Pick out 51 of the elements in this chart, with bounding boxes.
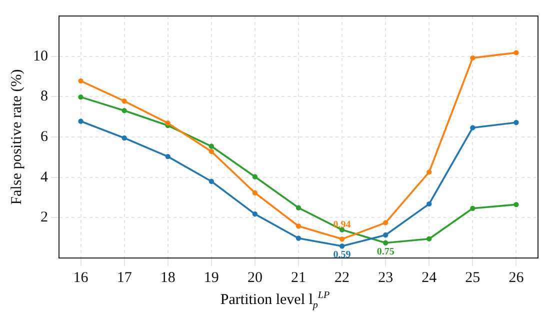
point: [514, 50, 519, 56]
x-tick-label: 18: [160, 270, 176, 286]
point: [426, 236, 432, 242]
x-tick-label: 17: [116, 270, 132, 286]
point: [514, 120, 519, 126]
annotation: 0.94: [333, 220, 351, 231]
point: [470, 206, 476, 211]
point: [78, 118, 84, 124]
y-tick-label: 8: [40, 88, 48, 105]
point: [208, 148, 214, 154]
point: [426, 169, 432, 175]
point: [339, 244, 345, 249]
point: [122, 98, 127, 104]
y-tick-label: 4: [40, 169, 48, 186]
point: [252, 211, 258, 217]
annotation: 0.59: [333, 250, 351, 261]
point: [296, 205, 302, 210]
point: [470, 125, 476, 130]
y-tick-label: 2: [40, 210, 48, 226]
x-tick-label: 20: [247, 270, 262, 286]
point: [78, 78, 84, 84]
point: [165, 154, 170, 160]
point: [78, 94, 84, 100]
x-tick-label: 26: [508, 270, 524, 286]
point: [122, 135, 127, 141]
point: [514, 202, 519, 208]
point: [296, 224, 302, 229]
point: [382, 240, 388, 246]
x-tick-label: 21: [291, 270, 306, 286]
point: [122, 108, 127, 114]
x-tick-label: 23: [378, 270, 394, 286]
x-tick-label: 16: [73, 270, 89, 286]
point: [252, 190, 258, 196]
point: [296, 236, 302, 241]
y-tick-label: 10: [33, 48, 48, 64]
point: [382, 220, 388, 226]
point: [165, 120, 170, 126]
point: [382, 232, 388, 238]
point: [252, 174, 258, 180]
point: [470, 55, 476, 61]
x-tick-label: 24: [422, 270, 438, 286]
y-tick-label: 6: [40, 128, 48, 145]
x-tick-label: 22: [334, 270, 350, 286]
x-tick-label: 19: [204, 270, 219, 286]
x-tick-label: 25: [465, 270, 480, 286]
point: [208, 144, 214, 149]
annotation: 0.75: [376, 246, 394, 258]
point: [208, 178, 214, 184]
point: [426, 201, 432, 207]
point: [339, 236, 345, 242]
y-axis-title: False positive rate (%): [8, 69, 25, 205]
